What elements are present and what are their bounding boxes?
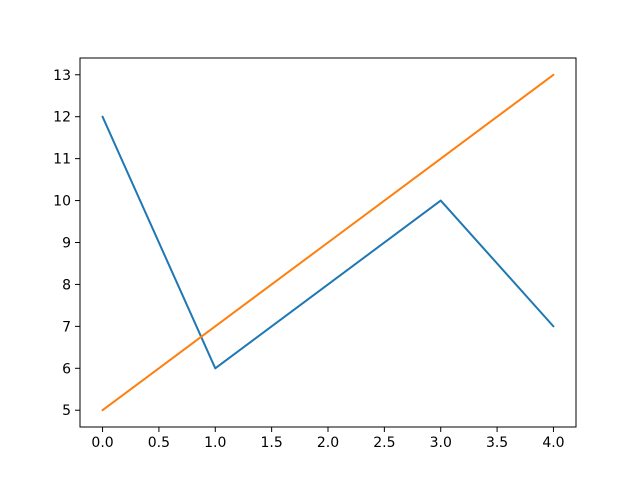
x-tick-label: 3.5	[486, 435, 508, 451]
x-tick-label: 1.0	[204, 435, 226, 451]
y-tick-label: 5	[62, 403, 71, 419]
y-tick-label: 9	[62, 236, 71, 252]
x-tick-label: 3.0	[430, 435, 452, 451]
x-tick-label: 0.0	[91, 435, 113, 451]
line-series-1	[101, 115, 555, 370]
y-tick-label: 10	[53, 194, 71, 210]
x-tick-label: 0.5	[148, 435, 170, 451]
y-tick-label: 11	[53, 152, 71, 168]
y-tick-label: 13	[53, 68, 71, 84]
y-tick-label: 12	[53, 110, 71, 126]
x-tick-label: 1.5	[261, 435, 283, 451]
x-tick-label: 2.5	[373, 435, 395, 451]
x-tick-label: 2.0	[317, 435, 339, 451]
plot-frame	[79, 57, 577, 428]
y-tick-label: 8	[62, 277, 71, 293]
y-tick-label: 6	[62, 361, 71, 377]
x-tick-label: 4.0	[542, 435, 564, 451]
line-series-2	[101, 73, 555, 412]
y-tick-label: 7	[62, 319, 71, 335]
